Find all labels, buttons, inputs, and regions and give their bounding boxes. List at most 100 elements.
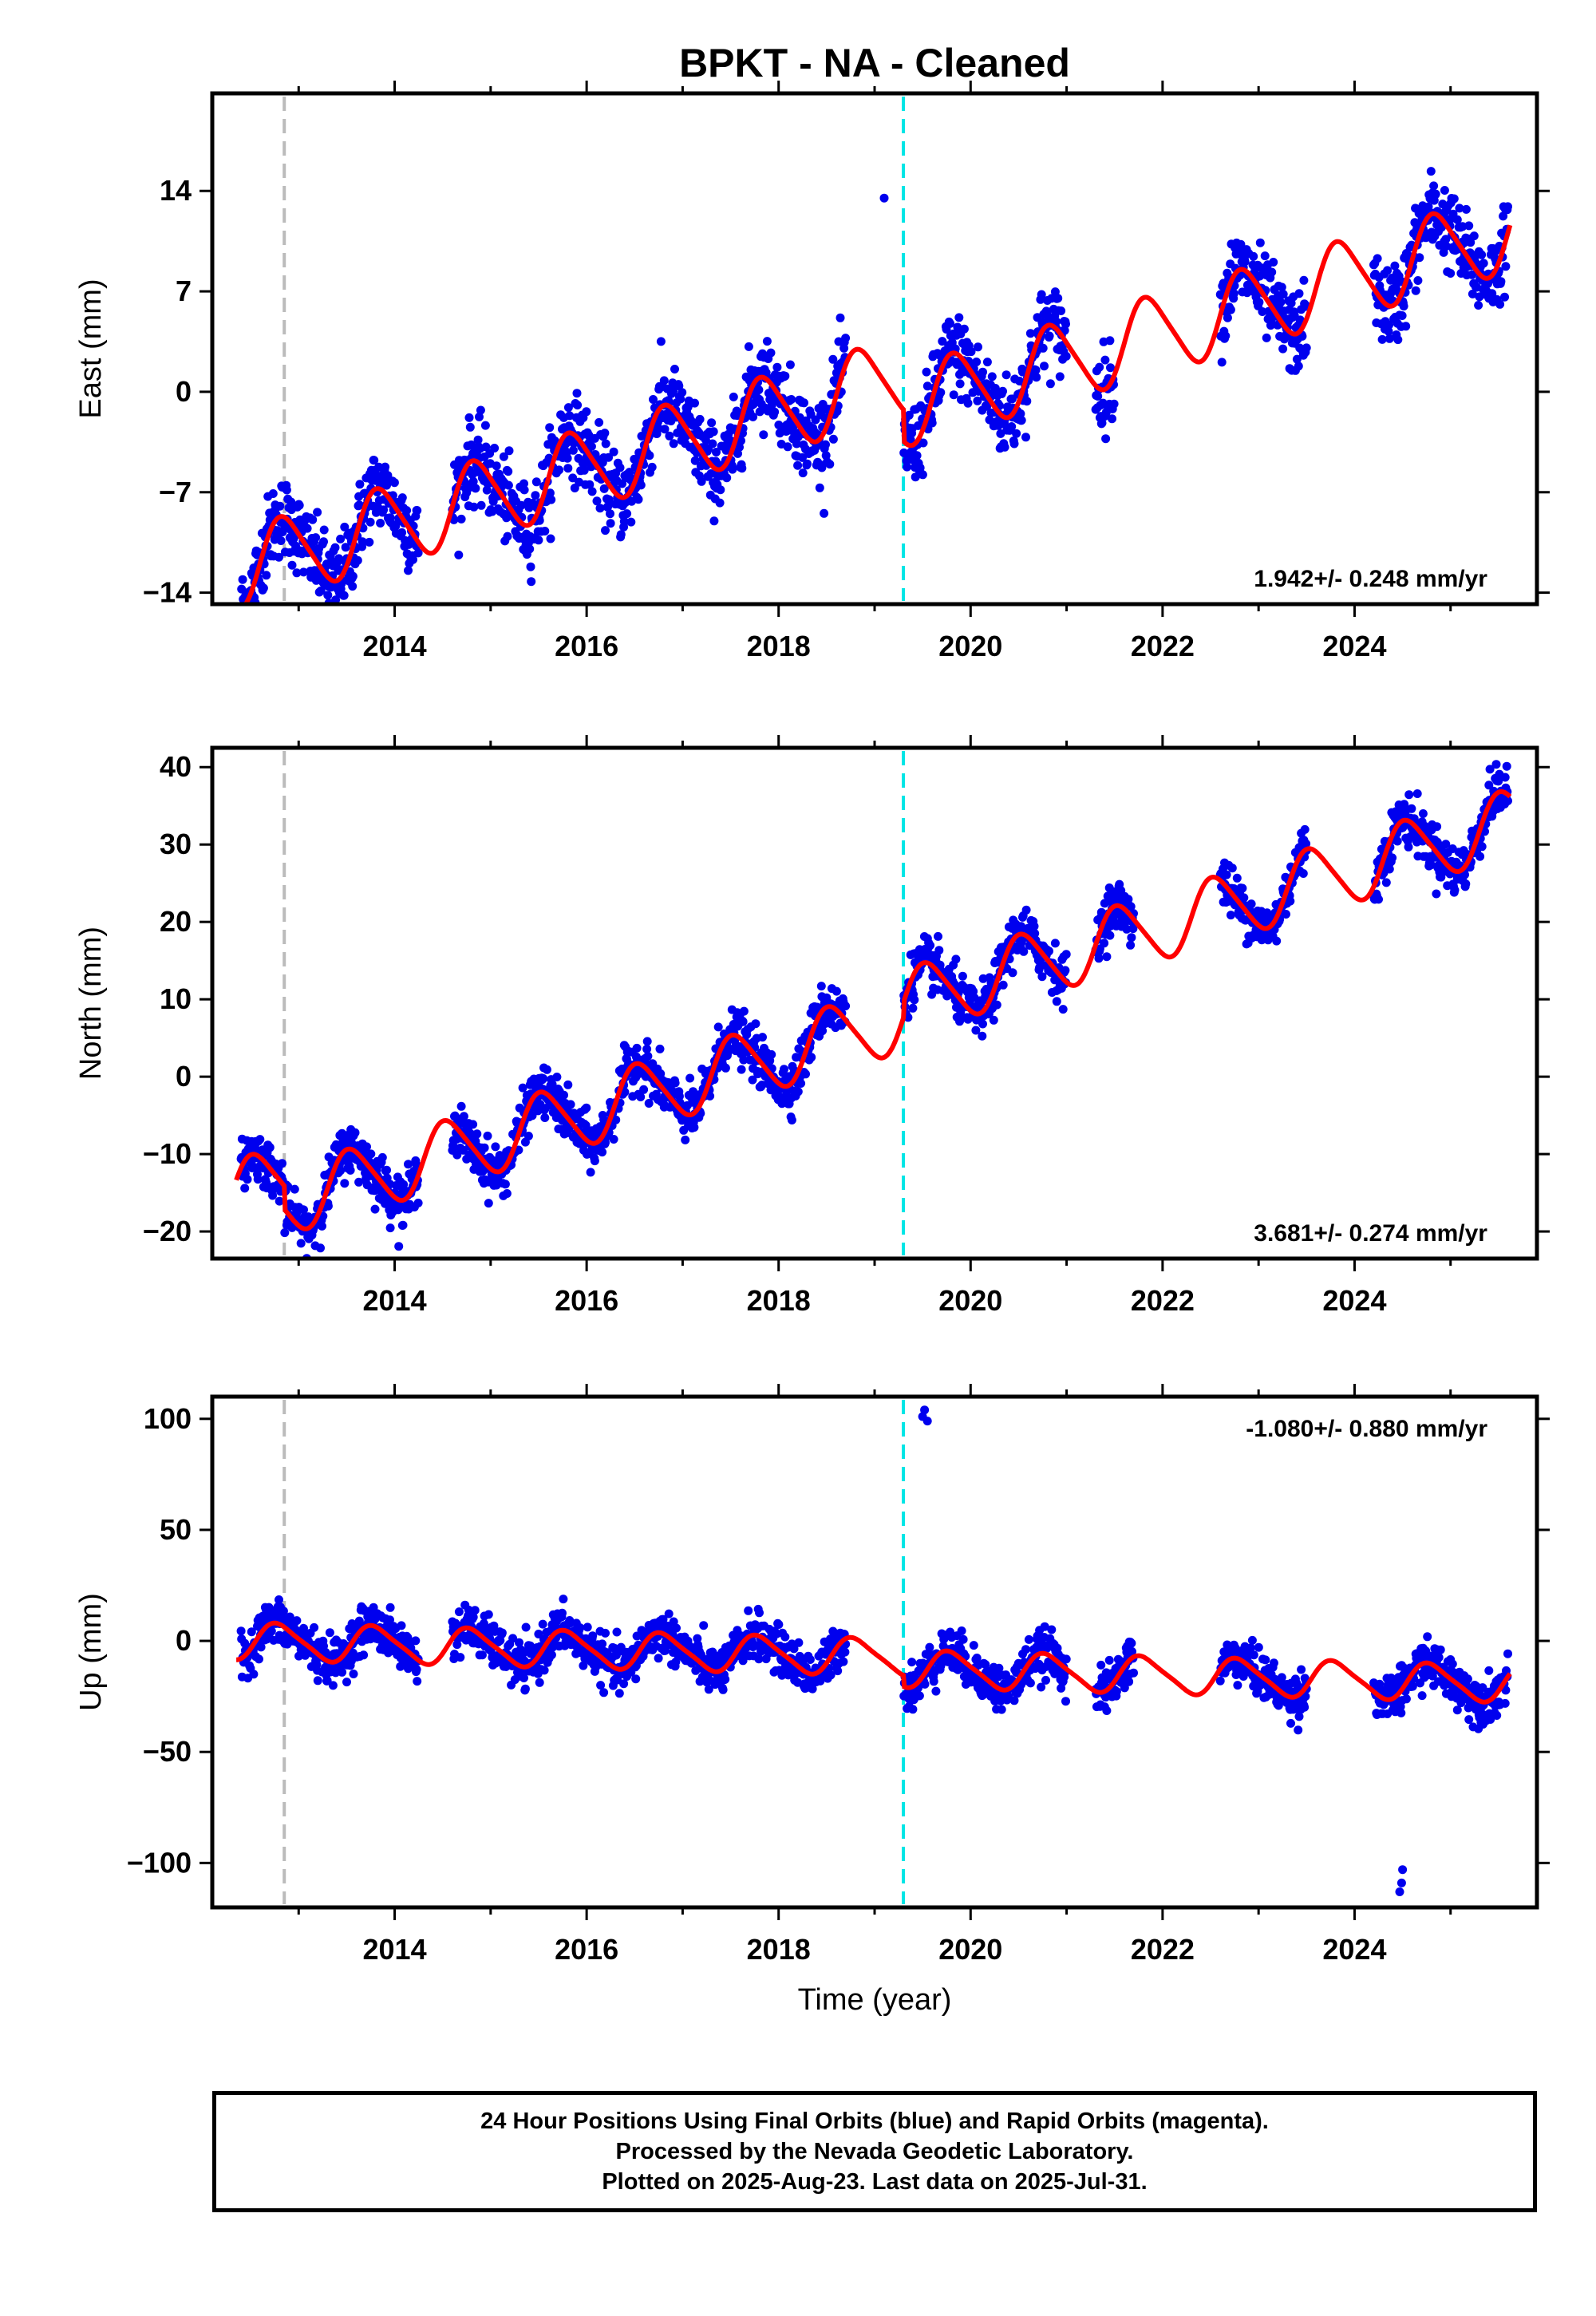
data-point [807,1053,816,1062]
data-point [1461,879,1471,888]
data-point [598,1148,607,1157]
data-point [672,1623,681,1633]
data-point [1446,269,1456,278]
data-point [1017,416,1026,425]
data-point [1008,968,1017,978]
data-point [353,555,362,565]
data-point [290,1184,299,1194]
data-point [242,640,251,649]
data-point [397,528,407,537]
data-point [912,451,922,460]
data-point [1491,760,1501,769]
model-fit-line [243,211,1513,604]
data-point [1282,910,1290,919]
data-point [712,448,721,456]
data-point [612,1627,622,1637]
data-point [1239,893,1249,903]
north-panel: 2014 2016 2018 2020 2022 2024−20−10010203040N… [74,735,1550,1317]
y-tick-label: 30 [160,828,192,860]
data-points [237,167,1512,649]
data-point [563,1080,573,1089]
data-point [954,313,964,322]
data-point [464,413,474,422]
data-point [1050,939,1060,948]
data-point [1476,852,1485,861]
data-point [915,1691,924,1701]
data-point [323,591,333,600]
data-point [936,388,946,397]
data-point [643,1051,653,1061]
data-point [568,473,578,483]
data-point [839,1657,848,1666]
data-point [454,1607,464,1617]
data-point [1477,250,1487,259]
data-point [385,1223,395,1233]
data-point [1255,238,1265,247]
data-point [286,497,296,507]
data-point [1294,362,1303,371]
data-point [729,392,738,401]
data-point [480,421,490,430]
data-point [1229,289,1238,298]
data-point [1258,307,1267,316]
x-tick-label: 2016 [555,1284,618,1317]
data-point [299,567,308,577]
data-point [1097,418,1107,428]
data-point [1217,358,1227,367]
data-point [346,1165,355,1175]
data-point [685,1073,695,1083]
data-point [1038,343,1048,353]
data-point [1267,267,1277,277]
data-point [992,1000,1001,1010]
data-point [904,410,914,420]
data-point [949,390,958,400]
data-point [955,379,965,389]
data-point [1385,334,1394,343]
data-point [482,485,492,495]
data-point [568,445,578,455]
data-point [836,313,845,322]
data-point [601,1138,610,1148]
data-point [504,446,514,456]
data-point [355,480,365,489]
data-point [394,1242,404,1251]
data-point [609,447,618,456]
data-point [540,1113,550,1122]
data-point [1455,204,1464,213]
data-point [535,1678,544,1687]
data-point [603,502,613,512]
data-point [601,526,610,536]
data-point [1432,822,1442,832]
data-point [798,468,808,478]
y-axis-label: North (mm) [74,927,108,1080]
data-point [1477,842,1487,852]
data-point [588,1631,598,1641]
data-point [744,1606,753,1615]
data-point [1373,254,1382,263]
data-point [1426,167,1436,176]
data-point [616,530,626,539]
data-point [389,478,399,488]
data-point [634,495,643,504]
data-point [590,1156,599,1166]
data-point [1100,939,1109,948]
data-point [492,461,501,471]
data-point [311,533,321,543]
data-point [316,1243,325,1253]
data-point [1061,351,1071,361]
data-point [240,1184,250,1193]
data-point [595,504,605,513]
data-point [841,334,851,343]
data-point [647,462,657,472]
data-point [1108,414,1116,424]
data-point [547,1650,556,1660]
data-point [636,1093,646,1101]
data-point [280,1228,290,1238]
data-point [476,500,486,510]
data-point [404,566,413,575]
data-point [793,1087,803,1097]
data-point [582,1103,591,1113]
data-point [934,931,942,941]
data-point [563,464,573,473]
